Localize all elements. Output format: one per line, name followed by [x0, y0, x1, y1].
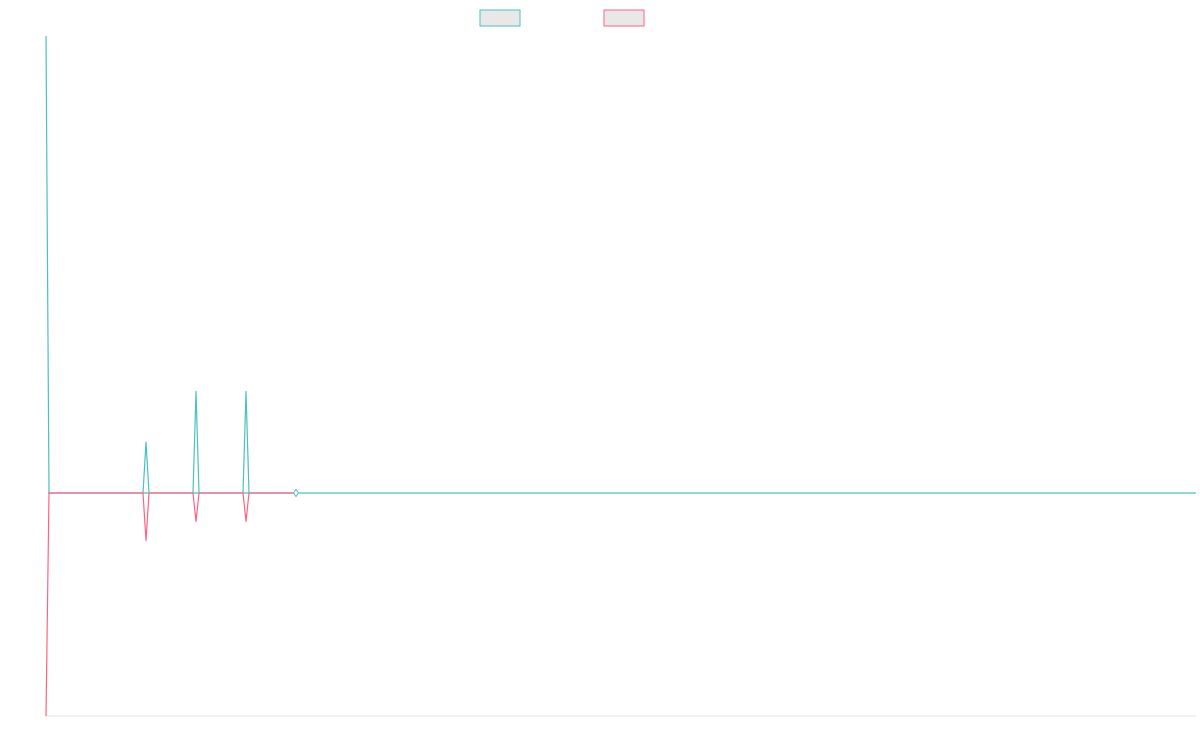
data-point-s1-3[interactable] — [193, 388, 199, 394]
legend-swatch-1[interactable] — [479, 9, 521, 27]
end-point-marker[interactable] — [292, 488, 300, 498]
series-line-2 — [45, 492, 296, 717]
data-point-s2-1[interactable] — [93, 490, 99, 496]
series-layer — [43, 33, 300, 719]
legend-swatch-2[interactable] — [603, 9, 645, 27]
data-point-s2-2[interactable] — [143, 538, 149, 544]
data-point-s1-0[interactable] — [43, 33, 49, 39]
data-point-s2-4[interactable] — [243, 518, 249, 524]
series-line-1 — [45, 35, 296, 494]
data-point-s1-2[interactable] — [143, 439, 149, 445]
data-point-s2-3[interactable] — [193, 518, 199, 524]
data-point-s2-0[interactable] — [43, 713, 49, 719]
data-point-s1-4[interactable] — [243, 388, 249, 394]
legend — [479, 9, 645, 27]
